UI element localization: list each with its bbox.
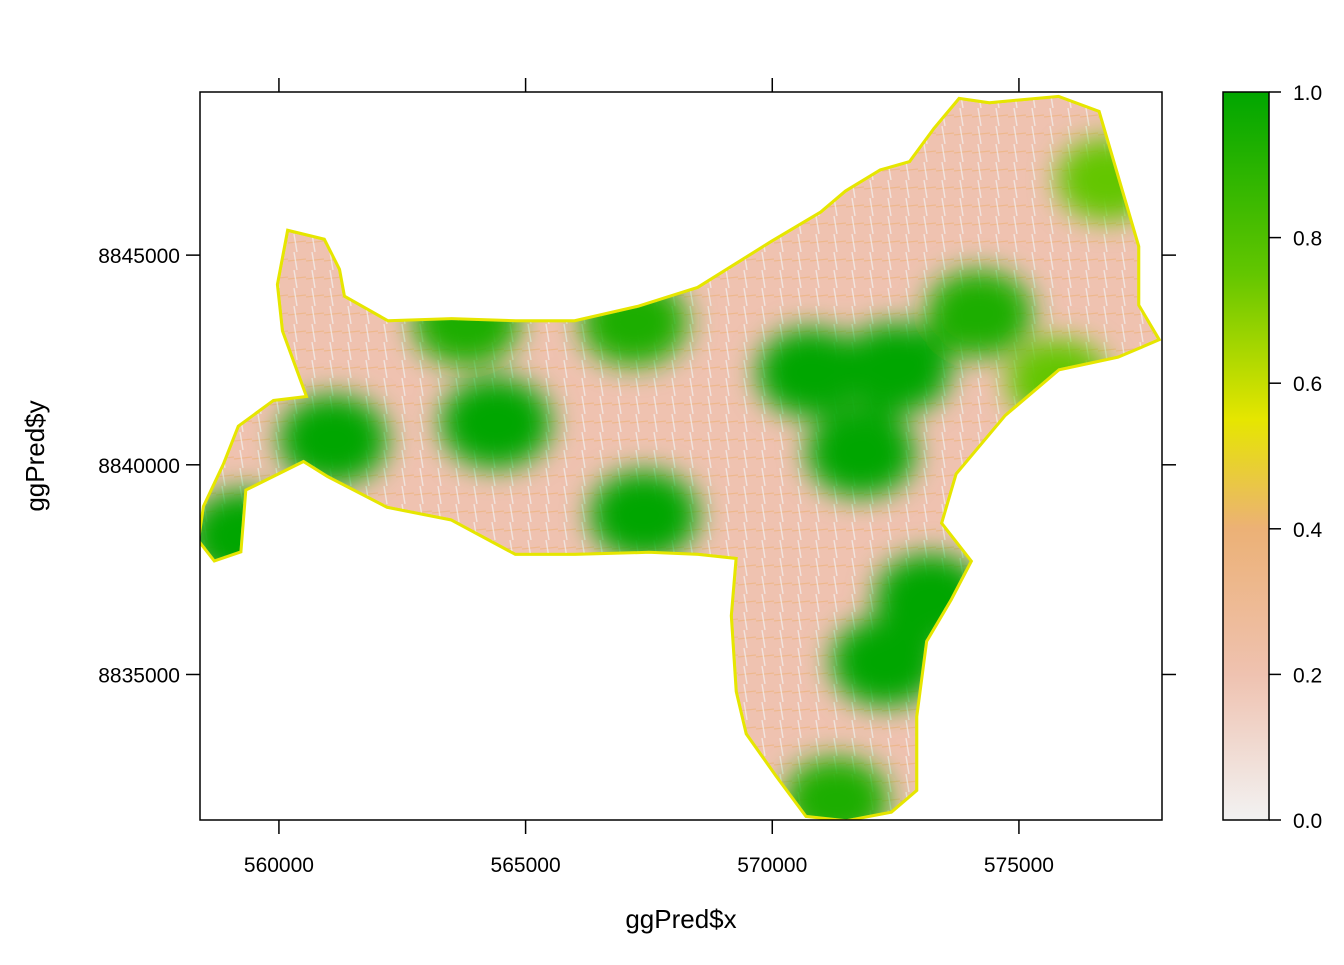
y-axis-label: ggPred$y [20, 400, 50, 511]
colorbar-ramp [1222, 91, 1270, 821]
zone-12 [1006, 338, 1110, 423]
x-tick-label: 560000 [244, 854, 314, 877]
y-axis: 8835000 8840000 8845000 [98, 245, 1176, 687]
colorbar-tick-label: 0.8 [1293, 228, 1322, 251]
colorbar: 0.0 0.2 0.4 0.6 0.8 1.0 [1222, 82, 1323, 833]
zone-8 [806, 407, 916, 497]
x-tick-label: 565000 [491, 854, 561, 877]
colorbar-tick-label: 0.4 [1293, 519, 1323, 542]
zone-3 [279, 395, 388, 484]
zone-9 [926, 270, 1033, 358]
plot-frame [199, 91, 1163, 821]
zone-7 [840, 323, 951, 414]
y-tick-label: 8840000 [98, 455, 180, 478]
colorbar-tick-label: 0.6 [1293, 373, 1322, 396]
colorbar-tick-label: 0.0 [1293, 810, 1322, 833]
zone-13 [1057, 138, 1158, 221]
colorbar-tick-label: 1.0 [1293, 82, 1322, 105]
x-axis-label: ggPred$x [625, 904, 736, 934]
zone-14 [784, 757, 889, 820]
zone-0 [440, 377, 552, 469]
zone-11 [831, 617, 940, 707]
y-tick-label: 8835000 [98, 664, 180, 687]
colorbar-ticks: 0.0 0.2 0.4 0.6 0.8 1.0 [1269, 82, 1323, 833]
zone-1 [589, 470, 699, 560]
x-tick-label: 575000 [984, 854, 1054, 877]
y-tick-label: 8845000 [98, 245, 180, 268]
x-axis: 560000 565000 570000 575000 [244, 78, 1054, 877]
x-tick-label: 570000 [737, 854, 807, 877]
zone-6 [757, 328, 866, 417]
zone-5 [580, 278, 688, 366]
zone-4 [413, 278, 520, 366]
raster-layer [200, 94, 1162, 820]
colorbar-tick-label: 0.2 [1293, 664, 1322, 687]
